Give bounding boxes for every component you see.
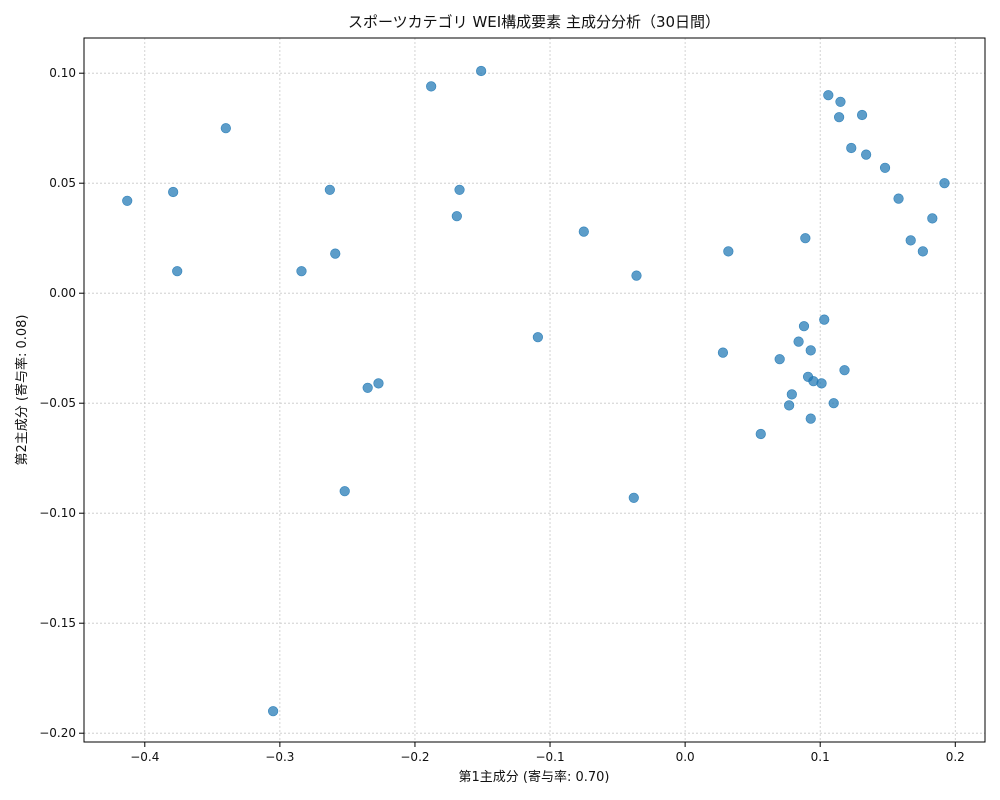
scatter-point	[786, 389, 797, 400]
x-tick-label: −0.1	[535, 750, 564, 764]
scatter-point	[939, 178, 950, 189]
x-tick-label: −0.4	[130, 750, 159, 764]
scatter-point	[823, 90, 834, 101]
scatter-point	[834, 112, 845, 123]
scatter-point	[426, 81, 437, 92]
scatter-point	[856, 109, 868, 121]
scatter-point	[798, 321, 810, 332]
scatter-point	[774, 354, 785, 365]
y-tick-label: 0.00	[49, 286, 76, 300]
y-axis-ticks: −0.20 −0.15 −0.10 −0.05 0.00 0.05 0.10	[39, 66, 84, 740]
x-tick-label: −0.3	[265, 750, 294, 764]
y-tick-label: −0.15	[39, 616, 76, 630]
scatter-point	[755, 428, 766, 440]
x-tick-label: 0.1	[811, 750, 830, 764]
scatter-point	[839, 365, 850, 376]
x-tick-label: 0.2	[946, 750, 965, 764]
scatter-point	[454, 184, 465, 195]
y-tick-label: 0.05	[49, 176, 76, 190]
scatter-point	[861, 149, 872, 160]
plot-frame	[83, 37, 986, 743]
scatter-point	[268, 706, 279, 717]
scatter-point	[800, 233, 811, 244]
scatter-point	[532, 332, 543, 343]
scatter-point	[927, 213, 938, 224]
scatter-point	[717, 347, 729, 358]
scatter-point	[324, 184, 335, 195]
scatter-point	[451, 211, 462, 222]
scatter-point	[793, 336, 804, 347]
scatter-point	[816, 378, 827, 389]
y-tick-label: −0.05	[39, 396, 76, 410]
scatter-point	[168, 186, 179, 198]
scatter-point	[362, 382, 373, 393]
x-tick-label: −0.2	[400, 750, 429, 764]
scatter-point	[339, 486, 350, 497]
grid-lines	[84, 38, 985, 742]
scatter-point	[578, 226, 589, 237]
scatter-point	[819, 314, 830, 325]
scatter-point	[846, 142, 857, 154]
scatter-point	[905, 235, 916, 246]
y-tick-label: 0.10	[49, 66, 76, 80]
scatter-point	[723, 246, 734, 257]
chart-title: スポーツカテゴリ WEI構成要素 主成分分析（30日間）	[348, 13, 720, 31]
scatter-point	[476, 65, 487, 77]
scatter-point	[122, 195, 133, 206]
x-axis-label: 第1主成分 (寄与率: 0.70)	[458, 769, 609, 785]
scatter-point	[893, 193, 904, 204]
scatter-point	[373, 378, 384, 389]
scatter-point	[784, 400, 795, 411]
scatter-points	[122, 65, 950, 717]
x-tick-label: 0.0	[676, 750, 695, 764]
y-tick-label: −0.10	[39, 506, 76, 520]
scatter-point	[172, 266, 183, 277]
y-tick-label: −0.20	[39, 726, 76, 740]
scatter-point	[631, 270, 642, 281]
scatter-point	[628, 492, 639, 503]
scatter-point	[805, 413, 816, 424]
y-axis-label: 第2主成分 (寄与率: 0.08)	[14, 314, 30, 465]
scatter-point	[879, 162, 891, 173]
x-axis-ticks: −0.4 −0.3 −0.2 −0.1 0.0 0.1 0.2	[130, 742, 965, 764]
scatter-point	[330, 248, 341, 259]
scatter-point	[805, 345, 816, 356]
scatter-point	[917, 246, 928, 257]
scatter-point	[828, 398, 839, 409]
scatter-point	[220, 123, 231, 134]
scatter-point	[296, 266, 307, 277]
scatter-point	[835, 96, 846, 107]
